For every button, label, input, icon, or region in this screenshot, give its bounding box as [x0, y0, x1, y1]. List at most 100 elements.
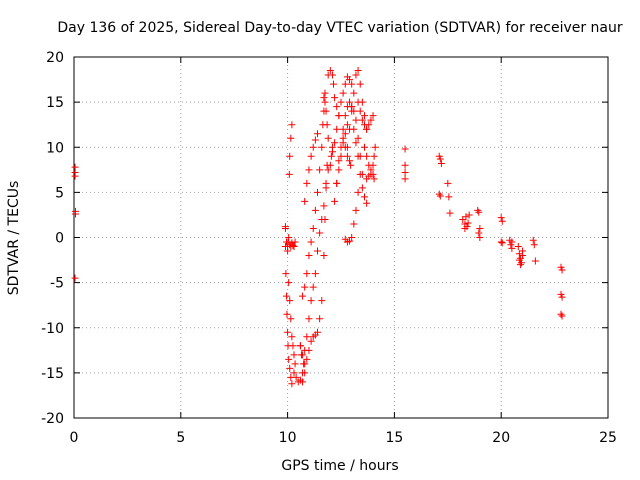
data-point [339, 89, 347, 97]
data-point [339, 125, 347, 133]
data-point [333, 125, 341, 133]
data-point [309, 224, 317, 232]
y-tick-label: -20 [41, 411, 64, 427]
data-point [508, 238, 516, 246]
data-point [309, 283, 317, 291]
data-point [335, 166, 343, 174]
data-point [286, 297, 294, 305]
data-point [309, 143, 317, 151]
data-point [519, 247, 527, 255]
data-point [360, 143, 368, 151]
data-point [352, 139, 360, 147]
data-point [311, 136, 319, 144]
data-point [350, 220, 358, 228]
data-point [436, 192, 444, 200]
data-point [348, 103, 356, 111]
data-point [331, 94, 339, 102]
data-point [508, 244, 516, 252]
data-point [370, 152, 378, 160]
data-point [337, 98, 345, 106]
data-point [290, 369, 298, 377]
series-early-a [71, 163, 79, 180]
data-point [328, 71, 336, 79]
x-tick-label: 15 [385, 430, 403, 446]
data-point [476, 224, 484, 232]
x-ticks: 0 5 10 15 20 25 [70, 57, 617, 446]
data-point [321, 215, 329, 223]
series-late-21-b [529, 236, 539, 265]
data-point [305, 315, 313, 323]
data-point [331, 139, 339, 147]
data-point [367, 170, 375, 178]
data-point [331, 197, 339, 205]
data-point [346, 98, 354, 106]
data-point [369, 112, 377, 120]
data-point [314, 130, 322, 138]
data-point [281, 224, 289, 232]
y-tick-label: 15 [46, 95, 64, 111]
data-point [515, 256, 523, 264]
series-arc-12-e [339, 134, 355, 169]
series-late-23 [557, 263, 566, 320]
data-point [301, 283, 309, 291]
data-point [356, 107, 364, 115]
data-point [464, 219, 472, 227]
series-late-20-b [506, 236, 516, 252]
data-point [497, 214, 505, 222]
data-point [301, 360, 309, 368]
data-point [307, 297, 315, 305]
data-point [358, 116, 366, 124]
data-point [354, 67, 362, 75]
data-points [71, 67, 566, 388]
data-point [350, 107, 358, 115]
x-tick-label: 10 [279, 430, 297, 446]
data-point [363, 125, 371, 133]
data-point [316, 229, 324, 237]
data-point [348, 234, 356, 241]
x-tick-label: 5 [176, 430, 185, 446]
y-tick-label: -10 [41, 321, 64, 337]
data-point [307, 152, 315, 160]
series-late-15 [401, 145, 409, 183]
data-point [333, 179, 341, 187]
data-point [303, 355, 311, 363]
series-arc-10-flat [286, 238, 299, 251]
data-point [352, 116, 360, 124]
data-point [461, 224, 469, 232]
data-point [514, 243, 522, 251]
data-point [291, 360, 299, 368]
series-late-21 [514, 243, 527, 269]
data-point [558, 293, 566, 301]
data-point [356, 170, 364, 178]
data-point [290, 351, 298, 359]
data-point [287, 134, 295, 142]
series-late-19 [474, 206, 484, 241]
data-point [328, 148, 336, 156]
data-point [343, 143, 351, 151]
data-point [516, 261, 524, 269]
series-arc-10-bottom [290, 369, 309, 386]
data-point [320, 252, 328, 260]
series-arc-12-b [328, 73, 356, 156]
data-point [335, 112, 343, 120]
series-arc-11-left [296, 143, 336, 377]
data-point [323, 121, 331, 129]
data-point [352, 206, 360, 214]
data-point [288, 380, 296, 388]
data-point [346, 237, 354, 245]
data-point [354, 134, 362, 142]
data-point [558, 266, 566, 274]
data-point [314, 247, 322, 255]
data-point [330, 80, 338, 88]
data-point [303, 270, 311, 278]
data-point [301, 197, 309, 205]
data-point [299, 369, 307, 377]
data-point [323, 161, 331, 169]
data-point [289, 342, 297, 350]
data-point [324, 166, 332, 174]
data-point [350, 89, 358, 97]
data-point [316, 315, 324, 323]
data-point [71, 210, 79, 218]
data-point [445, 193, 453, 201]
